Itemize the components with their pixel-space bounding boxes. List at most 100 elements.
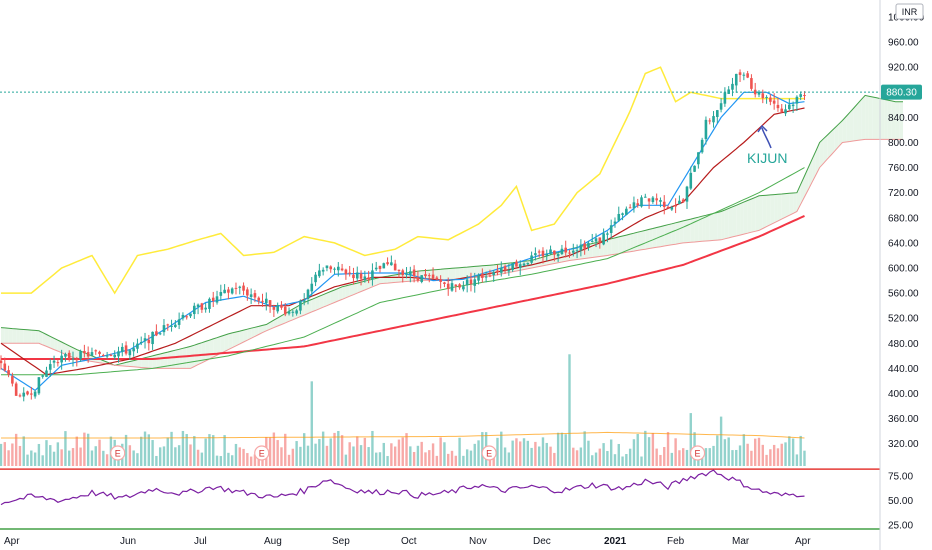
candle-body[interactable] — [314, 274, 317, 283]
candle-body[interactable] — [124, 345, 128, 354]
candle-body[interactable] — [355, 272, 359, 279]
candle-body[interactable] — [431, 274, 435, 279]
candle-body[interactable] — [602, 233, 605, 245]
candle-body[interactable] — [18, 395, 22, 397]
candle-body[interactable] — [276, 304, 279, 312]
candle-body[interactable] — [48, 364, 52, 370]
candle-body[interactable] — [462, 286, 465, 290]
candle-body[interactable] — [496, 270, 499, 273]
candle-body[interactable] — [522, 263, 526, 266]
candle-body[interactable] — [117, 351, 120, 357]
earnings-marker[interactable] — [254, 445, 270, 461]
candle-body[interactable] — [11, 376, 14, 384]
candle-body[interactable] — [318, 270, 321, 277]
candle-body[interactable] — [196, 304, 200, 307]
candle-body[interactable] — [700, 139, 704, 153]
candle-body[interactable] — [685, 186, 689, 202]
candle-body[interactable] — [780, 108, 784, 113]
candle-body[interactable] — [697, 152, 700, 165]
candle-body[interactable] — [719, 103, 723, 110]
candle-body[interactable] — [609, 225, 613, 233]
candle-body[interactable] — [265, 298, 268, 304]
candle-body[interactable] — [499, 267, 503, 273]
candle-body[interactable] — [310, 283, 314, 292]
candle-body[interactable] — [253, 293, 257, 298]
candle-body[interactable] — [139, 341, 143, 343]
candle-body[interactable] — [246, 289, 249, 296]
candle-body[interactable] — [446, 283, 450, 290]
candle-body[interactable] — [534, 253, 537, 256]
candle-body[interactable] — [283, 306, 287, 315]
candle-body[interactable] — [181, 314, 185, 319]
candle-body[interactable] — [708, 120, 712, 122]
candle-body[interactable] — [556, 254, 560, 257]
candle-body[interactable] — [575, 250, 579, 252]
candle-body[interactable] — [704, 119, 708, 140]
candle-body[interactable] — [344, 269, 348, 275]
candle-body[interactable] — [784, 109, 787, 114]
candle-body[interactable] — [90, 352, 94, 356]
candle-body[interactable] — [647, 198, 651, 202]
candle-body[interactable] — [268, 300, 272, 307]
candle-body[interactable] — [481, 273, 484, 278]
candle-body[interactable] — [158, 333, 162, 335]
candle-body[interactable] — [632, 202, 636, 209]
candle-body[interactable] — [662, 201, 666, 208]
candle-body[interactable] — [772, 100, 776, 104]
candle-body[interactable] — [450, 283, 454, 291]
candle-body[interactable] — [750, 78, 753, 89]
candle-body[interactable] — [435, 277, 439, 280]
candle-body[interactable] — [621, 213, 624, 215]
candle-body[interactable] — [568, 252, 571, 254]
candle-body[interactable] — [177, 319, 181, 325]
candle-body[interactable] — [416, 277, 420, 281]
candle-body[interactable] — [746, 73, 749, 78]
candle-body[interactable] — [795, 96, 799, 104]
candle-body[interactable] — [128, 350, 132, 356]
candle-body[interactable] — [488, 275, 492, 277]
candle-body[interactable] — [443, 282, 446, 284]
candle-body[interactable] — [761, 93, 765, 99]
candle-body[interactable] — [340, 268, 344, 271]
candle-body[interactable] — [507, 270, 511, 272]
candle-body[interactable] — [136, 343, 139, 349]
candle-body[interactable] — [723, 92, 727, 104]
candle-body[interactable] — [204, 307, 207, 310]
candle-body[interactable] — [644, 196, 647, 198]
candle-body[interactable] — [541, 250, 545, 257]
candle-body[interactable] — [636, 203, 640, 206]
candle-body[interactable] — [185, 316, 189, 318]
candle-body[interactable] — [503, 266, 507, 271]
candle-body[interactable] — [734, 73, 738, 86]
candle-body[interactable] — [530, 255, 533, 263]
candle-body[interactable] — [651, 197, 655, 203]
candle-body[interactable] — [659, 200, 662, 202]
candle-body[interactable] — [143, 338, 147, 342]
candle-body[interactable] — [545, 253, 549, 256]
candle-body[interactable] — [333, 268, 336, 270]
candle-body[interactable] — [473, 279, 477, 286]
candle-body[interactable] — [299, 300, 302, 311]
candle-body[interactable] — [712, 116, 715, 123]
candle-body[interactable] — [617, 213, 621, 221]
candle-body[interactable] — [302, 300, 306, 302]
candle-body[interactable] — [742, 74, 746, 76]
candle-body[interactable] — [564, 247, 568, 253]
candle-body[interactable] — [427, 275, 431, 277]
candle-body[interactable] — [257, 297, 261, 301]
candle-body[interactable] — [242, 285, 245, 291]
candle-body[interactable] — [79, 351, 82, 360]
candle-body[interactable] — [291, 311, 295, 313]
earnings-marker[interactable] — [110, 445, 126, 461]
candle-body[interactable] — [227, 289, 230, 293]
candle-body[interactable] — [469, 279, 473, 285]
candle-body[interactable] — [325, 265, 329, 269]
candle-body[interactable] — [287, 311, 291, 314]
candle-body[interactable] — [359, 273, 363, 279]
candle-body[interactable] — [223, 289, 226, 294]
candle-body[interactable] — [234, 287, 238, 289]
candle-body[interactable] — [791, 104, 795, 107]
candle-body[interactable] — [22, 392, 26, 397]
candle-body[interactable] — [738, 72, 742, 75]
candle-body[interactable] — [378, 265, 382, 269]
